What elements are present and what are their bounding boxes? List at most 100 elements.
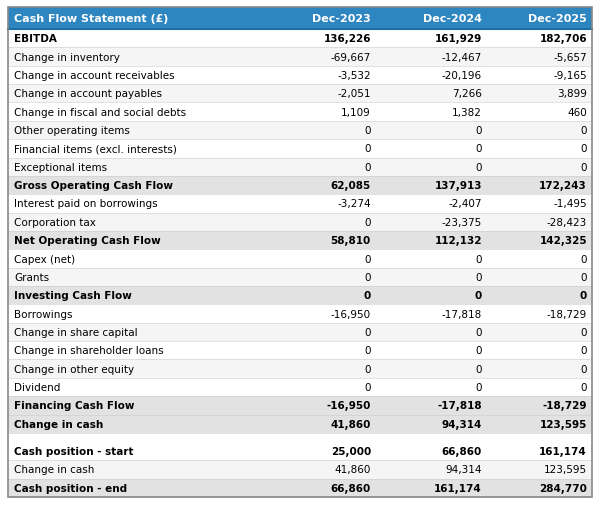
Text: 0: 0 — [581, 272, 587, 282]
Text: Cash position - end: Cash position - end — [14, 483, 127, 493]
Text: -5,657: -5,657 — [553, 53, 587, 63]
Bar — [8, 415, 592, 433]
Text: 0: 0 — [475, 144, 482, 154]
Text: 0: 0 — [581, 126, 587, 136]
Text: 0: 0 — [580, 291, 587, 300]
Text: -69,667: -69,667 — [331, 53, 371, 63]
Text: 0: 0 — [475, 291, 482, 300]
Text: -3,532: -3,532 — [337, 71, 371, 81]
Text: Interest paid on borrowings: Interest paid on borrowings — [14, 199, 158, 209]
Bar — [8, 122, 592, 140]
Text: 94,314: 94,314 — [442, 419, 482, 429]
Text: 66,860: 66,860 — [442, 446, 482, 456]
Text: Cash position - start: Cash position - start — [14, 446, 133, 456]
Text: 0: 0 — [475, 364, 482, 374]
Text: -9,165: -9,165 — [553, 71, 587, 81]
Bar — [8, 442, 592, 461]
Text: -12,467: -12,467 — [442, 53, 482, 63]
Text: Corporation tax: Corporation tax — [14, 217, 96, 227]
Bar — [8, 67, 592, 85]
Text: 0: 0 — [475, 327, 482, 337]
Text: 0: 0 — [364, 163, 371, 172]
Text: Capex (net): Capex (net) — [14, 254, 75, 264]
Text: 0: 0 — [581, 382, 587, 392]
Text: 0: 0 — [581, 345, 587, 356]
Bar — [8, 433, 592, 442]
Text: 0: 0 — [475, 272, 482, 282]
Text: 0: 0 — [364, 144, 371, 154]
Bar — [8, 8, 592, 30]
Text: 0: 0 — [364, 345, 371, 356]
Bar — [8, 396, 592, 415]
Bar — [8, 140, 592, 158]
Text: Dec-2023: Dec-2023 — [312, 14, 371, 24]
Text: 161,174: 161,174 — [434, 483, 482, 493]
Text: 0: 0 — [581, 364, 587, 374]
Text: 0: 0 — [364, 291, 371, 300]
Bar — [8, 158, 592, 177]
Text: Dec-2025: Dec-2025 — [528, 14, 587, 24]
Bar — [8, 85, 592, 103]
Text: Change in shareholder loans: Change in shareholder loans — [14, 345, 164, 356]
Text: 66,860: 66,860 — [331, 483, 371, 493]
Text: -28,423: -28,423 — [547, 217, 587, 227]
Text: 0: 0 — [581, 254, 587, 264]
Text: 94,314: 94,314 — [445, 465, 482, 475]
Bar — [8, 461, 592, 479]
Text: 0: 0 — [364, 327, 371, 337]
Text: 0: 0 — [364, 382, 371, 392]
Bar — [8, 177, 592, 195]
Text: Investing Cash Flow: Investing Cash Flow — [14, 291, 132, 300]
Text: 0: 0 — [364, 126, 371, 136]
Text: 172,243: 172,243 — [539, 181, 587, 191]
Text: 0: 0 — [364, 364, 371, 374]
Bar — [8, 479, 592, 497]
Text: Change in account payables: Change in account payables — [14, 89, 162, 99]
Text: 0: 0 — [475, 163, 482, 172]
Text: 136,226: 136,226 — [323, 34, 371, 44]
Text: 58,810: 58,810 — [331, 236, 371, 245]
Bar — [8, 213, 592, 231]
Bar — [8, 231, 592, 250]
Text: 284,770: 284,770 — [539, 483, 587, 493]
Text: 0: 0 — [475, 126, 482, 136]
Text: -17,818: -17,818 — [442, 309, 482, 319]
Text: -17,818: -17,818 — [437, 400, 482, 411]
Bar — [8, 341, 592, 360]
Text: -18,729: -18,729 — [542, 400, 587, 411]
Text: 460: 460 — [567, 108, 587, 117]
Bar — [8, 250, 592, 268]
Bar — [8, 48, 592, 67]
Text: Borrowings: Borrowings — [14, 309, 73, 319]
Bar — [8, 103, 592, 122]
Text: Change in inventory: Change in inventory — [14, 53, 120, 63]
Text: Gross Operating Cash Flow: Gross Operating Cash Flow — [14, 181, 173, 191]
Text: -3,274: -3,274 — [337, 199, 371, 209]
Bar — [8, 286, 592, 305]
Bar — [8, 268, 592, 286]
Text: Change in account receivables: Change in account receivables — [14, 71, 175, 81]
Text: 62,085: 62,085 — [331, 181, 371, 191]
Text: Change in cash: Change in cash — [14, 419, 103, 429]
Text: Net Operating Cash Flow: Net Operating Cash Flow — [14, 236, 161, 245]
Text: Financing Cash Flow: Financing Cash Flow — [14, 400, 134, 411]
Text: -2,407: -2,407 — [448, 199, 482, 209]
Text: Change in cash: Change in cash — [14, 465, 94, 475]
Text: 123,595: 123,595 — [544, 465, 587, 475]
Text: Dec-2024: Dec-2024 — [423, 14, 482, 24]
Text: -20,196: -20,196 — [442, 71, 482, 81]
Text: -23,375: -23,375 — [442, 217, 482, 227]
Text: 0: 0 — [475, 254, 482, 264]
Text: 1,382: 1,382 — [452, 108, 482, 117]
Text: 41,860: 41,860 — [331, 419, 371, 429]
Text: 142,325: 142,325 — [539, 236, 587, 245]
Bar — [8, 360, 592, 378]
Text: 0: 0 — [364, 272, 371, 282]
Text: 112,132: 112,132 — [434, 236, 482, 245]
Text: 0: 0 — [475, 345, 482, 356]
Text: -1,495: -1,495 — [553, 199, 587, 209]
Text: 25,000: 25,000 — [331, 446, 371, 456]
Text: EBITDA: EBITDA — [14, 34, 57, 44]
Text: -16,950: -16,950 — [331, 309, 371, 319]
Text: 3,899: 3,899 — [557, 89, 587, 99]
